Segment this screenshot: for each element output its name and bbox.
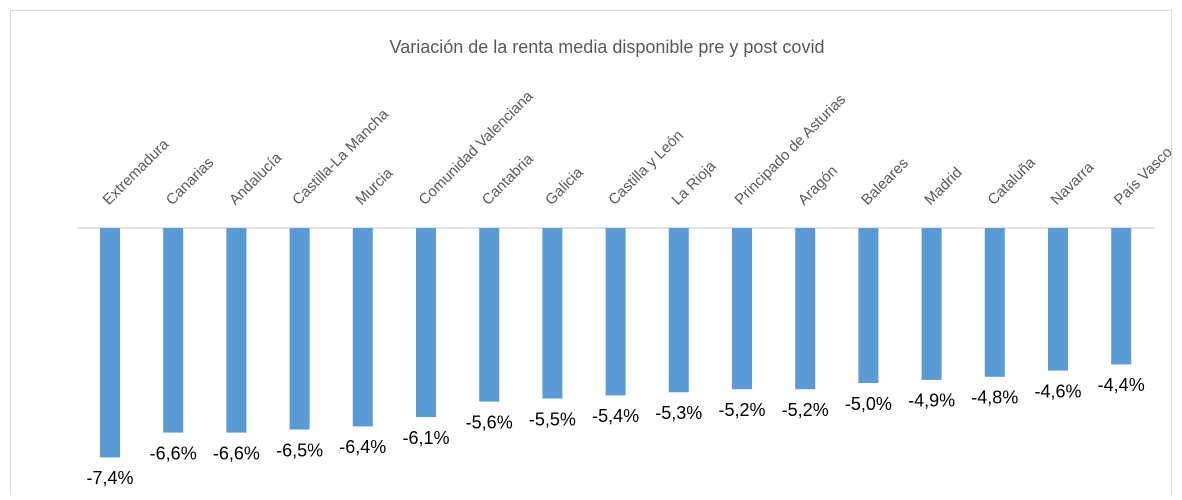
data-label: -4,8%: [971, 388, 1018, 408]
bar: [100, 228, 120, 458]
bar: [1111, 228, 1132, 365]
data-label: -5,4%: [592, 406, 639, 426]
data-label: -4,9%: [908, 391, 955, 411]
bar: [542, 228, 563, 399]
data-label: -5,3%: [655, 403, 702, 423]
bar: [858, 228, 879, 383]
data-label: -4,4%: [1098, 375, 1145, 395]
bar: [732, 228, 752, 390]
data-label: -6,5%: [276, 440, 323, 460]
data-label: -5,2%: [782, 400, 829, 420]
bar: [795, 228, 816, 390]
bar: [984, 228, 1005, 377]
bar: [289, 228, 310, 430]
data-label: -6,6%: [213, 443, 260, 463]
data-label: -7,4%: [86, 468, 133, 488]
bar: [226, 228, 247, 433]
bar: [1048, 228, 1068, 371]
bar: [479, 228, 500, 402]
data-label: -5,6%: [466, 412, 513, 432]
data-label: -5,5%: [529, 409, 576, 429]
bar: [416, 228, 436, 418]
data-label: -6,6%: [150, 443, 197, 463]
data-label: -6,4%: [339, 437, 386, 457]
bar: [352, 228, 373, 427]
bar: [605, 228, 626, 396]
bar: [668, 228, 689, 393]
data-label: -5,0%: [845, 394, 892, 414]
data-label: -5,2%: [718, 400, 765, 420]
chart-border: [10, 10, 1172, 500]
bar: [163, 228, 184, 433]
chart-title: Variación de la renta media disponible p…: [390, 37, 825, 57]
bar: [921, 228, 942, 380]
data-label: -4,6%: [1034, 381, 1081, 401]
data-label: -6,1%: [402, 428, 449, 448]
